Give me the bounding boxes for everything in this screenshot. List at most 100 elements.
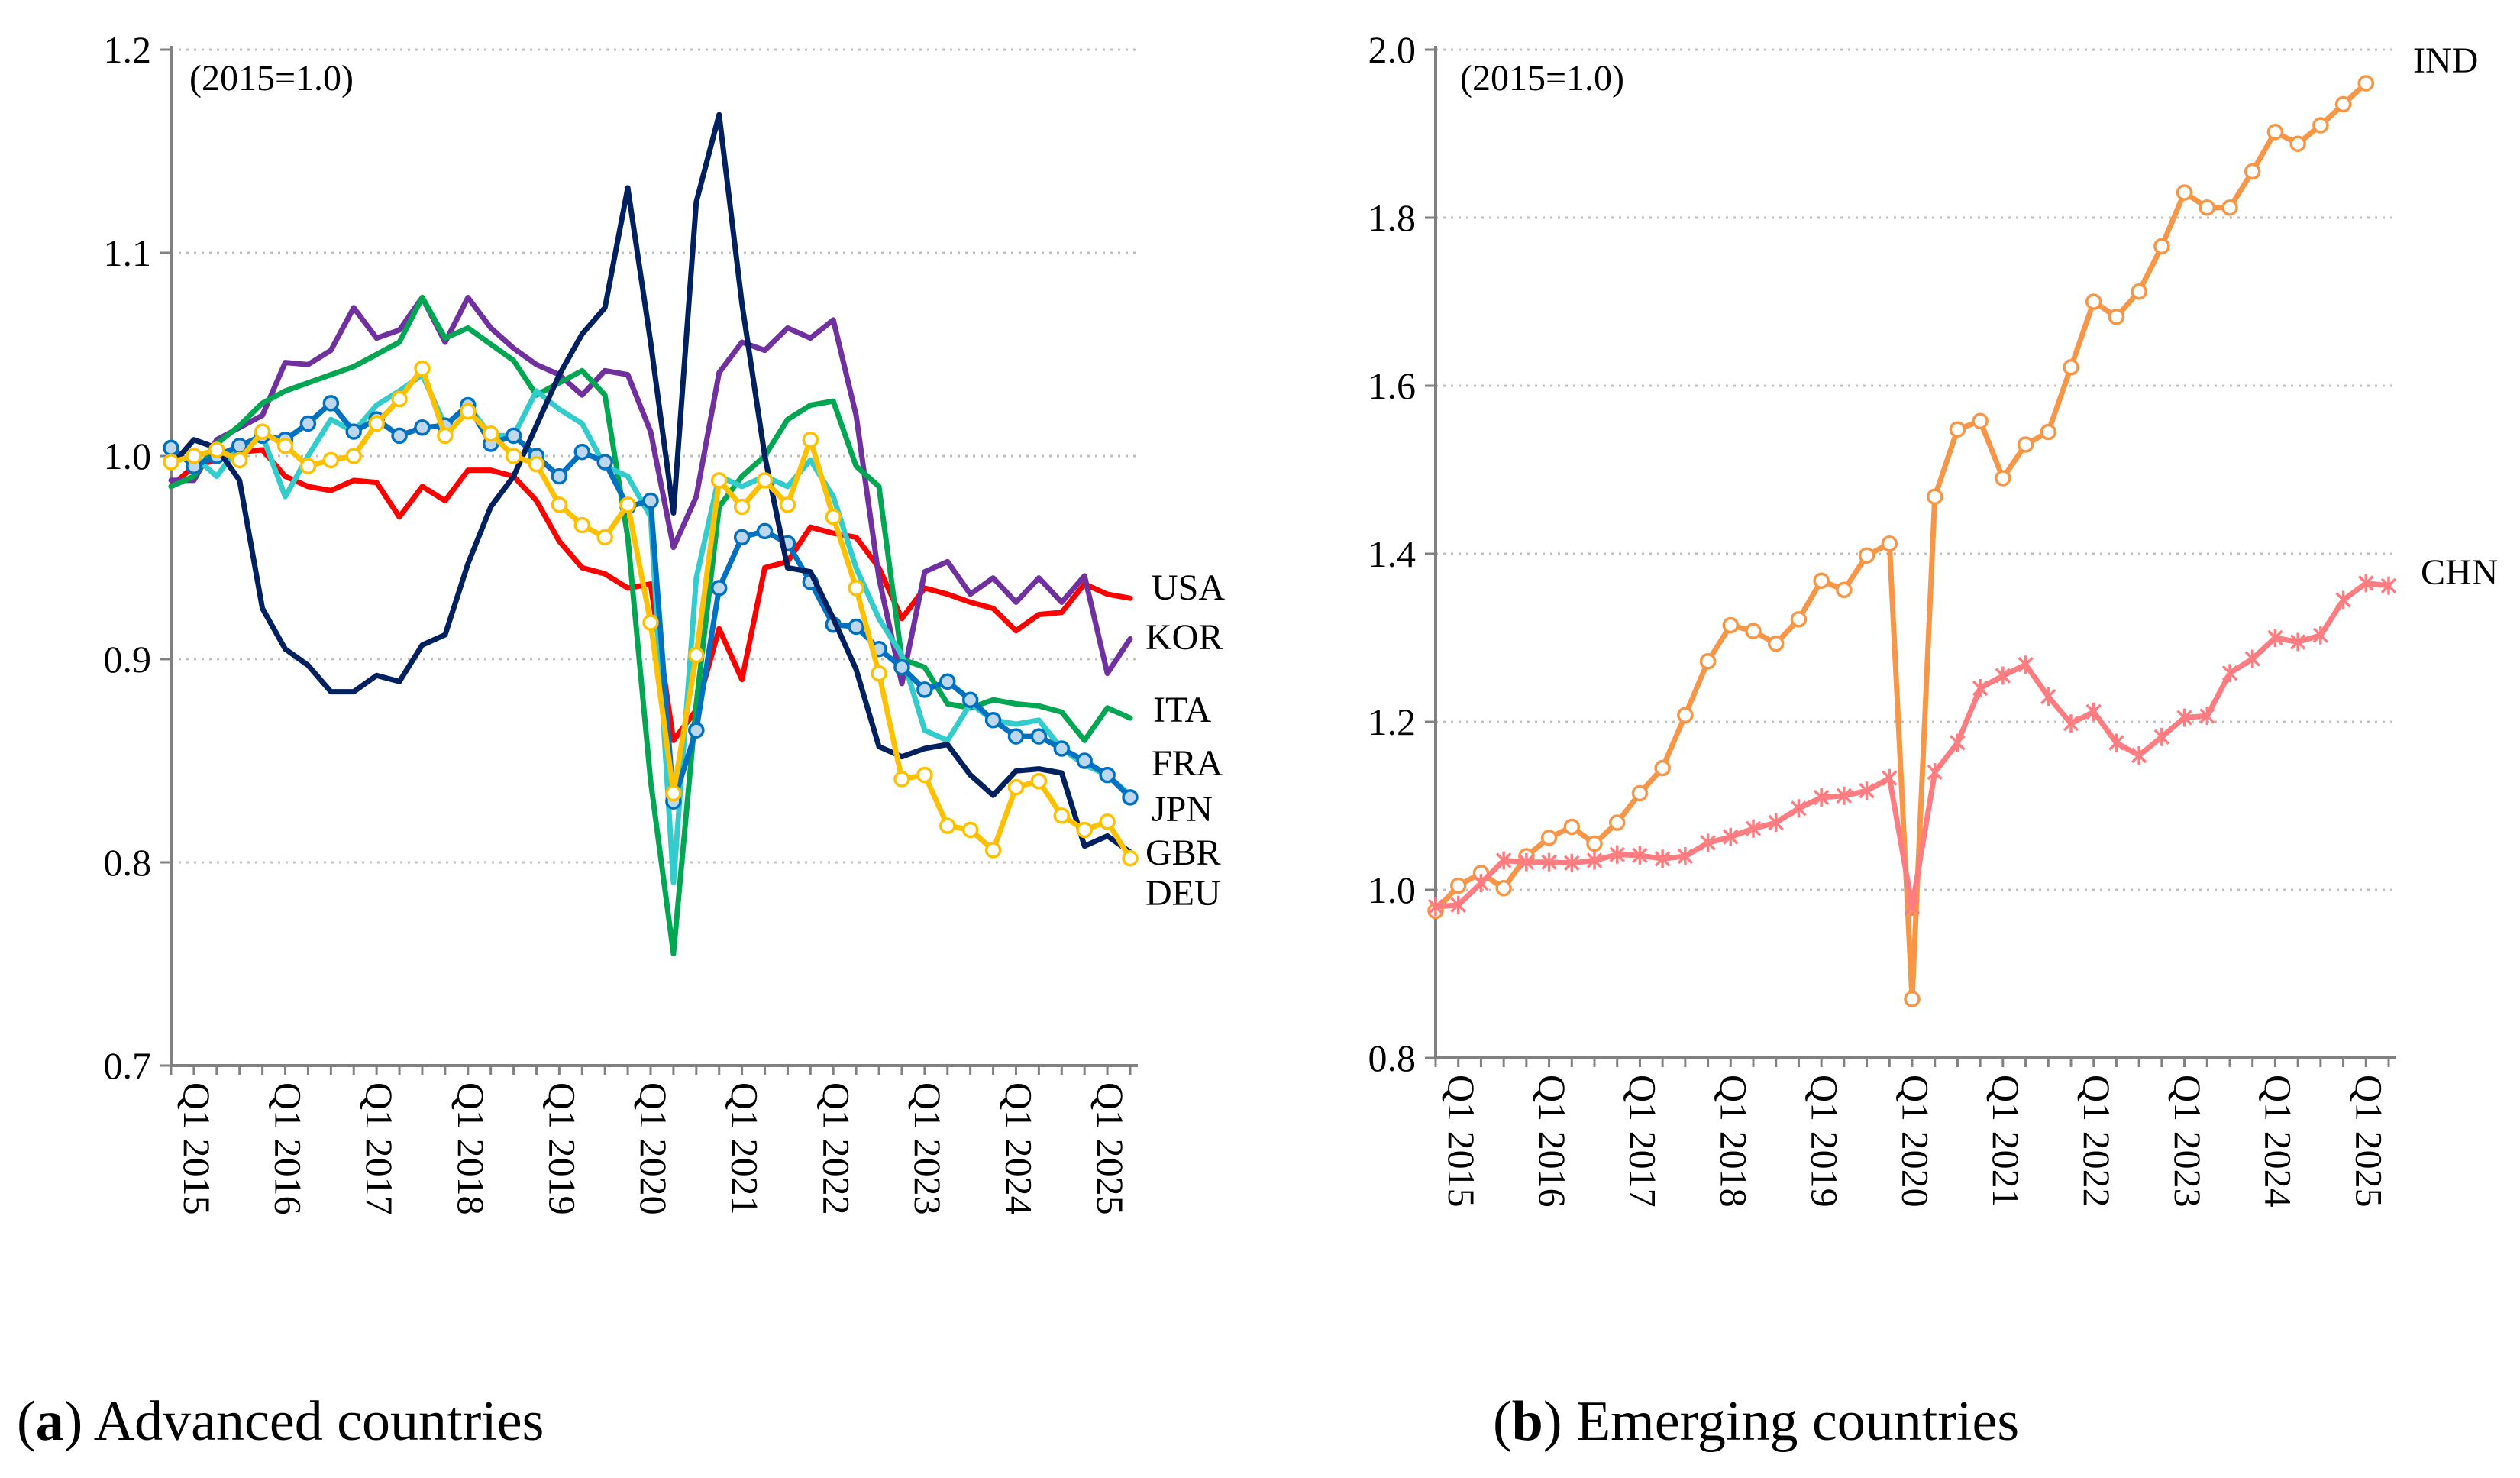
panel-b-point-chn <box>1518 852 1535 872</box>
panel-a-series <box>163 112 1139 957</box>
panel-b-point-ind <box>2017 436 2034 453</box>
panel-b-point-chn <box>1859 781 1875 800</box>
panel-a-point-deu <box>551 496 568 513</box>
panel-b-point-chn <box>1586 851 1603 870</box>
panel-a-point-jpn <box>299 415 317 432</box>
panel-a-y-tick-label: 1.2 <box>104 28 152 71</box>
panel-a-point-deu <box>893 771 910 788</box>
panel-a-point-jpn <box>1053 740 1071 757</box>
panel-b-point-ind <box>2334 95 2352 113</box>
panel-b-point-chn <box>2108 733 2124 752</box>
panel-b-point-ind <box>1858 547 1875 564</box>
panel-b-x-tick-label: Q1 2022 <box>2076 1075 2118 1208</box>
panel-a-series-label-deu: DEU <box>1145 873 1221 914</box>
panel-b-point-ind <box>2312 117 2329 134</box>
panel-a-point-deu <box>961 821 979 839</box>
panel-b-emerging-countries: 0.8 1.0 1.2 1.4 1.6 1.8 2.0 Q1 2015 Q1 2016 Q1 20… <box>1368 28 2499 1208</box>
panel-b-y-tick-label: 1.0 <box>1368 868 1417 911</box>
panel-b-point-ind <box>1926 488 1943 505</box>
panel-b-point-chn <box>1654 849 1671 868</box>
panel-b-point-ind <box>2357 75 2375 92</box>
panel-b-point-ind <box>1654 759 1671 777</box>
panel-b-point-chn <box>2289 632 2306 652</box>
panel-a-point-deu <box>871 665 887 682</box>
panel-a-point-deu <box>1122 849 1139 867</box>
panel-b-point-chn <box>1927 763 1943 781</box>
panel-b-point-ind <box>1699 653 1717 670</box>
panel-b-point-ind <box>1563 818 1581 836</box>
panel-a-x-tick-label: Q1 2016 <box>267 1082 310 1215</box>
panel-a-point-deu <box>345 448 362 464</box>
panel-b-axes: 0.8 1.0 1.2 1.4 1.6 1.8 2.0 Q1 2015 Q1 2016 Q1 20… <box>1368 28 2396 1208</box>
panel-a-point-jpn <box>551 467 568 485</box>
panel-a-axes: 0.7 0.8 0.9 1.0 1.1 1.2 Q1 2015 Q1 2016 Q1 2017 Q… <box>104 28 1138 1215</box>
panel-b-base-note: (2015=1.0) <box>1460 58 1624 99</box>
panel-a-point-jpn <box>1099 766 1116 784</box>
panel-b-caption: (b) Emerging countries <box>1493 1390 2019 1453</box>
panel-b-point-ind <box>1677 707 1694 723</box>
panel-b-point-chn <box>2312 626 2329 645</box>
panel-b-series-label-ind: IND <box>2413 40 2478 81</box>
panel-a-point-deu <box>984 842 1002 859</box>
panel-a-y-tick-label: 0.7 <box>104 1044 152 1087</box>
panel-a-point-deu <box>528 455 545 473</box>
panel-b-x-tick-label: Q1 2017 <box>1622 1075 1665 1208</box>
panel-b-point-chn <box>2131 746 2147 765</box>
panel-a-series-label-jpn: JPN <box>1152 789 1213 830</box>
panel-b-point-chn <box>2063 714 2079 733</box>
panel-b-x-tick-label: Q1 2016 <box>1531 1075 1574 1208</box>
panel-a-point-deu <box>825 509 842 526</box>
panel-b-point-chn <box>1632 846 1648 865</box>
panel-a-point-deu <box>688 646 705 664</box>
panel-a-series-label-kor: KOR <box>1145 617 1223 658</box>
panel-b-x-tick-label: Q1 2015 <box>1440 1075 1483 1208</box>
panel-b-point-ind <box>1790 611 1808 628</box>
panel-a-point-jpn <box>345 423 362 440</box>
panel-a-point-jpn <box>505 427 522 445</box>
panel-b-point-ind <box>1972 412 1989 429</box>
panel-a-caption-text: Advanced countries <box>94 1390 544 1453</box>
panel-a-point-deu <box>1030 772 1048 790</box>
panel-b-point-ind <box>2289 135 2306 152</box>
panel-b-x-tick-label: Q1 2025 <box>2348 1075 2391 1208</box>
panel-b-point-chn <box>2221 664 2238 683</box>
panel-b-point-ind <box>1995 470 2011 487</box>
panel-a-x-tick-label: Q1 2017 <box>358 1082 401 1215</box>
panel-b-y-tick-label: 1.4 <box>1368 532 1417 575</box>
panel-b-series <box>1427 75 2397 1007</box>
panel-a-point-deu <box>368 415 385 432</box>
panel-a-x-tick-label: Q1 2021 <box>724 1082 767 1215</box>
panel-b-point-chn <box>1995 666 2011 685</box>
panel-a-point-deu <box>1099 813 1116 830</box>
panel-b-point-ind <box>1608 814 1626 831</box>
panel-a-point-jpn <box>688 722 705 739</box>
panel-a-point-deu <box>299 458 317 475</box>
panel-a-point-deu <box>733 498 751 516</box>
panel-b-series-line-chn <box>1433 581 2392 910</box>
panel-b-y-tick-label: 2.0 <box>1368 28 1417 71</box>
panel-b-x-tick-label: Q1 2024 <box>2257 1075 2300 1208</box>
panel-a-point-jpn <box>391 427 408 445</box>
panel-a-x-tick-label: Q1 2022 <box>815 1082 858 1215</box>
panel-b-caption-letter: b <box>1512 1390 1543 1453</box>
panel-a-point-deu <box>573 516 591 534</box>
panel-b-point-ind <box>1813 572 1830 589</box>
panel-a-y-tick-label: 1.1 <box>104 231 152 274</box>
panel-b-y-tick-label: 1.8 <box>1368 196 1417 239</box>
panel-b-point-chn <box>1677 847 1694 865</box>
panel-b-y-tick-label: 0.8 <box>1368 1037 1417 1079</box>
panel-b-point-ind <box>1949 421 1966 438</box>
panel-a-point-jpn <box>642 492 659 509</box>
panel-a-series-line-gbr <box>168 112 1133 855</box>
panel-b-point-ind <box>1745 623 1762 639</box>
panel-a-point-deu <box>1076 821 1093 839</box>
panel-b-point-chn <box>1427 897 1444 916</box>
panel-a-point-deu <box>939 817 956 834</box>
panel-a-point-deu <box>802 431 819 448</box>
panel-a-point-jpn <box>1007 728 1025 745</box>
panel-b-point-chn <box>1450 895 1466 914</box>
panel-a-point-jpn <box>573 443 591 461</box>
panel-a-point-deu <box>665 784 682 802</box>
panel-a-series-label-fra: FRA <box>1152 743 1223 784</box>
